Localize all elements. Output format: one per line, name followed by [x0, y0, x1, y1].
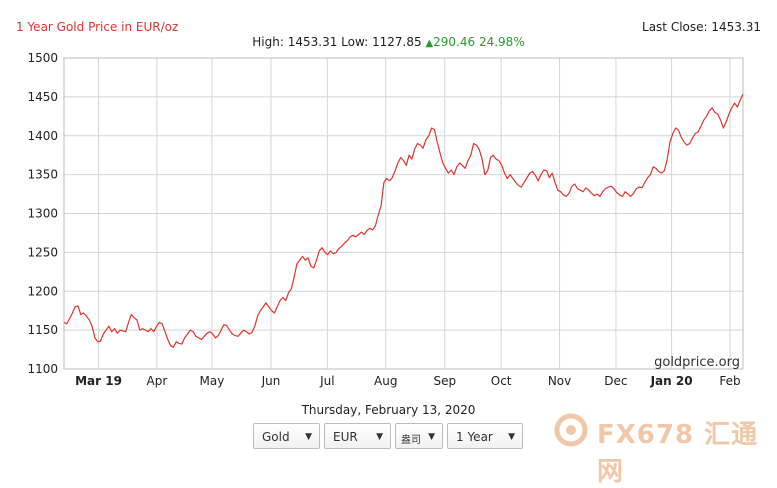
currency-select[interactable]: EUR ▼	[324, 423, 391, 449]
y-tick-label: 1300	[27, 207, 58, 221]
series-line-gold-price	[63, 94, 744, 348]
stats-line: High: 1453.31 Low: 1127.85 ▲290.46 24.98…	[0, 35, 777, 49]
y-tick-label: 1150	[27, 323, 58, 337]
high-low: High: 1453.31 Low: 1127.85	[252, 35, 422, 49]
horizontal-grid	[64, 57, 743, 370]
price-chart: 1100 1150 1200 1250 1300 1350 1400 1450 1500 Mar…	[27, 51, 744, 388]
y-tick-label: 1200	[27, 284, 58, 298]
y-tick-label: 1250	[27, 245, 58, 259]
chart-title: 1 Year Gold Price in EUR/oz	[16, 20, 179, 34]
plot-border	[63, 57, 744, 370]
watermark: FX678 汇通网	[553, 410, 765, 487]
x-tick-label: Jun	[261, 374, 281, 388]
watermark-logo-icon	[554, 413, 588, 447]
unit-select[interactable]: 盎司 ▼	[395, 423, 443, 449]
x-tick-label: Sep	[433, 374, 456, 388]
x-tick-label: Dec	[604, 374, 627, 388]
watermark-text: FX678 汇通网	[597, 420, 759, 487]
chevron-down-icon: ▼	[508, 432, 515, 442]
y-tick-label: 1500	[27, 51, 58, 65]
y-tick-label: 1100	[27, 362, 58, 376]
y-tick-label: 1350	[27, 168, 58, 182]
x-tick-label: Apr	[147, 374, 168, 388]
metal-select-value: Gold	[262, 430, 290, 444]
chevron-down-icon: ▼	[376, 432, 383, 442]
y-tick-label: 1400	[27, 129, 58, 143]
x-tick-label: Jul	[319, 374, 334, 388]
date-label: Thursday, February 13, 2020	[301, 403, 476, 417]
x-tick-label: May	[199, 374, 224, 388]
goldprice-credit: goldprice.org	[654, 355, 740, 370]
last-close: Last Close: 1453.31	[642, 20, 761, 34]
unit-select-value: 盎司	[401, 435, 421, 446]
x-tick-label: Nov	[548, 374, 571, 388]
chevron-down-icon: ▼	[305, 432, 312, 442]
metal-select[interactable]: Gold ▼	[253, 423, 320, 449]
up-arrow-icon: ▲	[425, 38, 434, 49]
x-tick-label: Mar 19	[75, 374, 122, 388]
period-select[interactable]: 1 Year ▼	[447, 423, 523, 449]
x-tick-label: Oct	[491, 374, 512, 388]
chevron-down-icon: ▼	[428, 432, 435, 442]
period-select-value: 1 Year	[456, 430, 493, 444]
x-tick-label: Aug	[374, 374, 397, 388]
currency-select-value: EUR	[333, 430, 358, 444]
x-tick-label: Jan 20	[650, 374, 693, 388]
x-axis-labels: Mar 19 Apr May Jun Jul Aug Sep Oct Nov Dec Jan 20 F…	[75, 374, 741, 388]
y-tick-label: 1450	[27, 90, 58, 104]
change-value: 290.46 24.98%	[433, 35, 525, 49]
x-tick-label: Feb	[719, 374, 740, 388]
y-axis-labels: 1100 1150 1200 1250 1300 1350 1400 1450 1500	[27, 51, 58, 376]
